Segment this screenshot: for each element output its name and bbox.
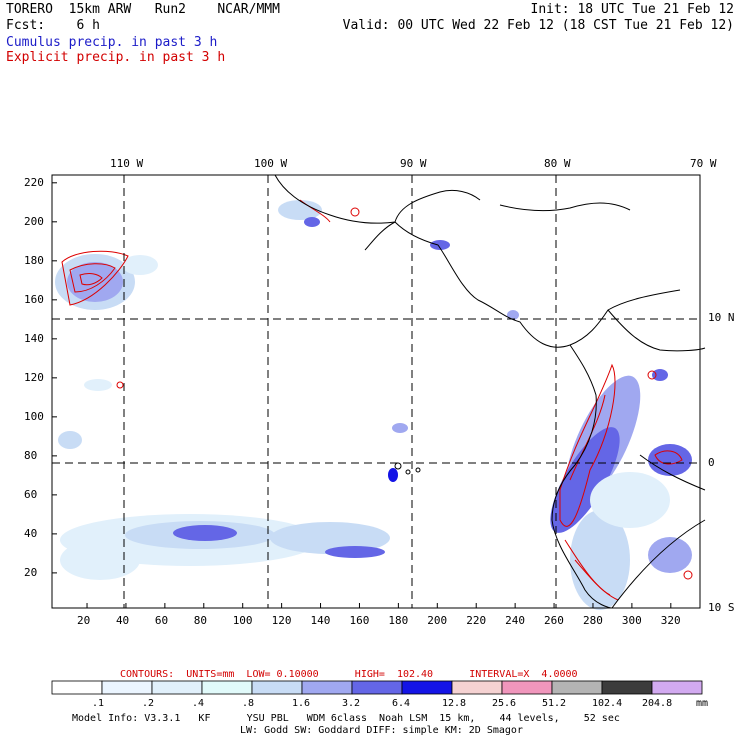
- x-tick-label: 300: [621, 614, 642, 627]
- color-bar-label: 102.4: [592, 698, 623, 709]
- header-init-time: Init: 18 UTC Tue 21 Feb 12: [530, 2, 735, 17]
- color-bar-swatch: [151, 680, 203, 695]
- color-bar-label: 12.8: [442, 698, 467, 709]
- y-tick-label: 200: [24, 214, 44, 228]
- x-tick-label: 240: [505, 614, 525, 627]
- lon-label-80w: 80 W: [544, 157, 571, 170]
- y-tick-label: 140: [24, 331, 44, 345]
- x-tick-label: 20: [77, 614, 91, 627]
- graticule: [52, 175, 700, 608]
- x-tick-label: 120: [271, 614, 292, 627]
- color-bar-swatch: [551, 680, 603, 695]
- x-tick-label: 320: [660, 614, 681, 627]
- color-bar-label: .1: [92, 698, 105, 709]
- lon-label-110w: 110 W: [110, 157, 144, 170]
- contours-info: CONTOURS: UNITS=mm LOW= 0.10000 HIGH= 10…: [120, 669, 578, 680]
- lat-label-0: 0: [708, 456, 715, 469]
- color-bar-swatch: [401, 680, 453, 695]
- model-info: Model Info: V3.3.1 KF YSU PBL WDM 6class…: [72, 713, 620, 724]
- x-tick-label: 40: [115, 614, 130, 627]
- x-tick-label: 100: [232, 614, 253, 627]
- color-bar-swatch: [251, 680, 303, 695]
- color-bar-label: 25.6: [492, 698, 517, 709]
- axis-ticks: [52, 182, 672, 608]
- color-bar-swatch: [301, 680, 353, 695]
- header-valid-time: Valid: 00 UTC Wed 22 Feb 12 (18 CST Tue …: [342, 18, 734, 33]
- color-bar-label: 204.8: [642, 698, 673, 709]
- header-forecast-line: Fcst: 6 h: [6, 18, 100, 33]
- map-frame: [51, 174, 701, 609]
- x-tick-label: 160: [349, 614, 370, 627]
- color-bar-label: .8: [242, 698, 255, 709]
- header-model-line: TORERO 15km ARW Run2 NCAR/MMM: [6, 2, 280, 17]
- color-bar-swatch: [201, 680, 253, 695]
- color-bar-swatch: [351, 680, 403, 695]
- y-tick-label: 80: [24, 448, 38, 462]
- color-bar-label: .4: [192, 698, 205, 709]
- x-tick-label: 180: [388, 614, 409, 627]
- y-tick-label: 40: [24, 526, 38, 540]
- legend-explicit-precip: Explicit precip. in past 3 h: [6, 50, 226, 65]
- y-tick-label: 60: [24, 487, 38, 501]
- lat-label-10n: 10 N: [708, 311, 735, 324]
- lon-label-70w: 70 W: [690, 157, 717, 170]
- model-physics: LW: Godd SW: Goddard DIFF: simple KM: 2D…: [240, 725, 523, 736]
- y-tick-label: 220: [24, 175, 44, 189]
- color-bar-label: 51.2: [542, 698, 567, 709]
- y-tick-label: 100: [24, 409, 44, 423]
- x-tick-label: 260: [544, 614, 564, 627]
- color-bar-swatch: [51, 680, 103, 695]
- color-bar-swatch: [501, 680, 553, 695]
- explicit-precip-contours: [61, 199, 693, 601]
- x-tick-label: 200: [427, 614, 448, 627]
- y-tick-label: 160: [24, 292, 44, 306]
- color-bar-swatch: [101, 680, 153, 695]
- color-bar-label: 1.6: [292, 698, 311, 709]
- color-bar-label: 3.2: [342, 698, 361, 709]
- y-tick-label: 180: [24, 253, 44, 267]
- lon-label-100w: 100 W: [254, 157, 288, 170]
- y-tick-label: 120: [24, 370, 44, 384]
- color-bar-swatch: [601, 680, 653, 695]
- y-tick-label: 20: [24, 565, 38, 579]
- precip-shading: [55, 200, 692, 610]
- x-tick-label: 80: [193, 614, 208, 627]
- color-bar-unit: mm: [696, 698, 709, 709]
- color-bar-swatch: [651, 680, 703, 695]
- color-bar-swatch: [451, 680, 503, 695]
- legend-cumulus-precip: Cumulus precip. in past 3 h: [6, 35, 218, 50]
- lon-label-90w: 90 W: [400, 157, 427, 170]
- x-tick-label: 60: [154, 614, 169, 627]
- coastline: [274, 174, 706, 609]
- lat-label-10s: 10 S: [708, 601, 735, 614]
- color-bar-label: 6.4: [392, 698, 411, 709]
- x-tick-label: 140: [310, 614, 331, 627]
- x-tick-label: 220: [466, 614, 487, 627]
- x-tick-label: 280: [582, 614, 603, 627]
- color-bar-label: .2: [142, 698, 155, 709]
